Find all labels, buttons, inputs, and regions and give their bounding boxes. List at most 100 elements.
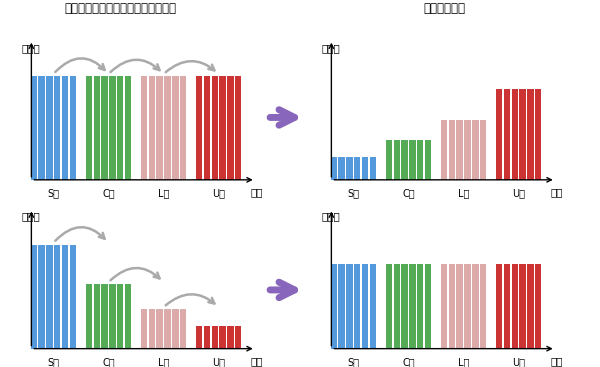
Bar [117, 284, 124, 349]
Bar [362, 264, 368, 349]
Bar [512, 88, 518, 180]
Text: L帯: L帯 [158, 357, 169, 367]
Bar [157, 309, 163, 349]
Bar [172, 309, 179, 349]
Bar [338, 264, 345, 349]
Bar [417, 264, 424, 349]
Bar [394, 264, 400, 349]
Bar [527, 88, 533, 180]
Bar [480, 120, 487, 180]
Text: 波長: 波長 [551, 356, 563, 366]
Bar [520, 88, 526, 180]
Bar [101, 76, 108, 180]
Text: S帯: S帯 [47, 357, 59, 367]
Text: S帯: S帯 [347, 357, 359, 367]
Bar [496, 264, 502, 349]
Bar [520, 264, 526, 349]
Text: パワー: パワー [322, 212, 341, 222]
Bar [141, 309, 147, 349]
Bar [401, 141, 408, 180]
Bar [354, 157, 361, 180]
Bar [441, 120, 447, 180]
Bar [354, 264, 361, 349]
Bar [512, 264, 518, 349]
Bar [472, 120, 479, 180]
Bar [117, 76, 124, 180]
Bar [101, 284, 108, 349]
Bar [441, 264, 447, 349]
Bar [346, 264, 353, 349]
Bar [464, 264, 470, 349]
Bar [535, 88, 541, 180]
Bar [504, 88, 510, 180]
Text: 波長: 波長 [251, 187, 263, 197]
Bar [54, 76, 61, 180]
Bar [125, 284, 131, 349]
Bar [212, 326, 218, 349]
Bar [125, 76, 131, 180]
Bar [425, 141, 431, 180]
Bar [235, 76, 241, 180]
Bar [109, 76, 116, 180]
Bar [457, 120, 463, 180]
Bar [149, 309, 155, 349]
Text: パワー: パワー [322, 43, 341, 53]
Bar [480, 264, 487, 349]
Text: 波長: 波長 [251, 356, 263, 366]
Bar [417, 141, 424, 180]
Bar [338, 157, 345, 180]
Bar [331, 157, 337, 180]
Text: U帯: U帯 [212, 357, 225, 367]
Bar [227, 326, 233, 349]
Bar [220, 76, 226, 180]
Text: C帯: C帯 [102, 357, 115, 367]
Bar [141, 76, 147, 180]
Bar [31, 76, 37, 180]
Bar [149, 76, 155, 180]
Bar [409, 141, 416, 180]
Bar [409, 264, 416, 349]
Text: U帯: U帯 [512, 357, 525, 367]
Bar [70, 245, 76, 349]
Text: U帯: U帯 [212, 188, 225, 198]
Bar [370, 264, 376, 349]
Bar [180, 76, 187, 180]
Text: 光信号伝搬後: 光信号伝搬後 [423, 2, 465, 15]
Bar [472, 264, 479, 349]
Text: C帯: C帯 [402, 188, 415, 198]
Bar [54, 245, 61, 349]
Bar [109, 284, 116, 349]
Bar [449, 264, 455, 349]
Bar [46, 76, 53, 180]
Bar [94, 76, 100, 180]
Bar [449, 120, 455, 180]
Bar [504, 264, 510, 349]
Text: C帯: C帯 [102, 188, 115, 198]
Text: L帯: L帯 [458, 357, 469, 367]
Bar [346, 157, 353, 180]
Bar [457, 264, 463, 349]
Text: S帯: S帯 [47, 188, 59, 198]
Bar [464, 120, 470, 180]
Bar [164, 309, 170, 349]
Bar [46, 245, 53, 349]
Bar [94, 284, 100, 349]
Text: パワー: パワー [22, 43, 41, 53]
Text: 誘導ラマン散乱によるパワーシフト: 誘導ラマン散乱によるパワーシフト [64, 2, 176, 15]
Bar [425, 264, 431, 349]
Text: U帯: U帯 [512, 188, 525, 198]
Bar [172, 76, 179, 180]
Bar [204, 326, 210, 349]
Bar [86, 284, 92, 349]
Bar [386, 141, 392, 180]
Bar [196, 76, 202, 180]
Bar [362, 157, 368, 180]
Text: 波長: 波長 [551, 187, 563, 197]
Text: S帯: S帯 [347, 188, 359, 198]
Bar [196, 326, 202, 349]
Text: C帯: C帯 [402, 357, 415, 367]
Bar [62, 245, 68, 349]
Bar [386, 264, 392, 349]
Bar [394, 141, 400, 180]
Bar [157, 76, 163, 180]
